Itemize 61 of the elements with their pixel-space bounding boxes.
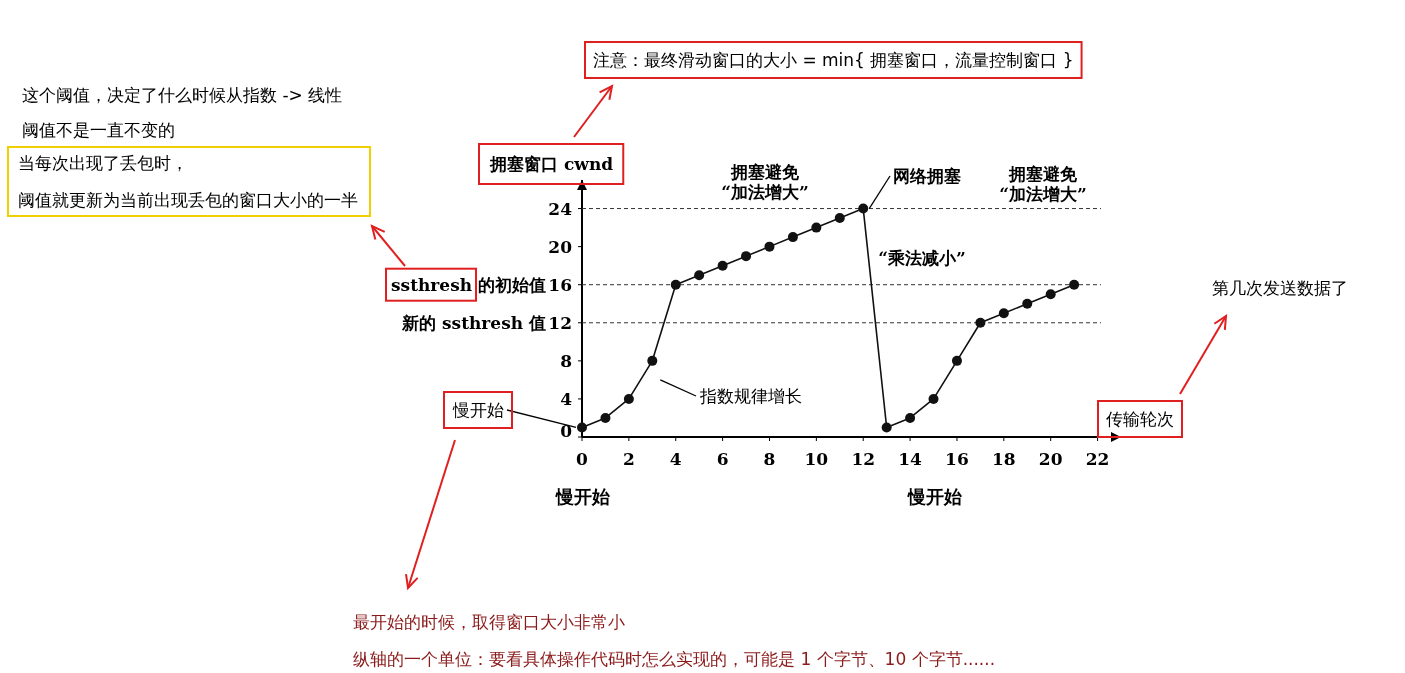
text: 慢开始	[907, 486, 963, 507]
annotation: 拥塞避免 “加法增大”	[999, 164, 1087, 205]
point	[811, 222, 822, 233]
point	[881, 422, 892, 433]
annotation: 指数规律增长	[699, 386, 802, 406]
y-tick-label: 16	[548, 274, 572, 295]
point	[623, 393, 634, 404]
ref-line-label: 新的 ssthresh 值	[401, 312, 546, 333]
point	[834, 213, 845, 224]
text: 慢开始	[555, 486, 611, 507]
y-tick-label: 24	[548, 198, 573, 219]
point	[905, 412, 916, 423]
text: 阈值不是一直不变的	[22, 120, 175, 140]
x-tick-label: 16	[945, 449, 969, 469]
text: 注意：最终滑动窗口的大小 = min{ 拥塞窗口，流量控制窗口 }	[593, 50, 1074, 70]
x-tick-label: 4	[669, 449, 682, 469]
x-tick-label: 0	[576, 449, 589, 469]
point	[1069, 279, 1080, 290]
y-tick-label: 8	[560, 350, 572, 371]
y-tick-label: 0	[560, 421, 573, 441]
ref-line-label: ssthresh 的初始值	[391, 274, 546, 295]
point	[764, 241, 775, 252]
x-tick-label: 14	[898, 449, 923, 469]
text: 当每次出现了丢包时，	[18, 153, 188, 173]
point	[998, 308, 1009, 319]
point	[928, 393, 939, 404]
text: 最开始的时候，取得窗口大小非常小	[353, 612, 625, 632]
point	[975, 317, 986, 328]
point	[647, 355, 658, 366]
point	[1045, 289, 1056, 300]
x-tick-label: 20	[1038, 449, 1063, 469]
annotation: 网络拥塞	[893, 166, 961, 186]
x-tick-label: 6	[716, 449, 729, 469]
x-tick-label: 22	[1085, 449, 1110, 469]
point	[694, 270, 705, 281]
x-tick-label: 8	[763, 449, 776, 469]
y-tick-label: 12	[548, 312, 572, 333]
point	[787, 232, 798, 243]
text: 纵轴的一个单位：要看具体操作代码时怎么实现的，可能是 1 个字节、10 个字节......	[353, 649, 996, 669]
point	[951, 355, 962, 366]
point	[670, 279, 681, 290]
x-tick-label: 10	[804, 449, 829, 469]
x-axis-title: 传输轮次	[1106, 409, 1174, 429]
y-tick-label: 4	[560, 388, 573, 409]
x-tick-label: 12	[851, 449, 876, 469]
text: 阈值就更新为当前出现丢包的窗口大小的一半	[18, 190, 358, 210]
x-tick-label: 2	[622, 449, 635, 469]
point	[858, 203, 869, 214]
y-axis-title: 拥塞窗口 cwnd	[489, 154, 614, 174]
text: 这个阈值，决定了什么时候从指数 -> 线性	[22, 85, 343, 105]
annotation: 拥塞避免 “加法增大”	[721, 162, 809, 203]
point	[717, 260, 728, 271]
annotation: 慢开始	[452, 400, 504, 420]
y-tick-label: 20	[548, 236, 573, 257]
point	[1022, 298, 1033, 309]
point	[741, 251, 752, 262]
point	[600, 412, 611, 423]
point	[577, 422, 587, 433]
annotation: “乘法减小”	[878, 248, 966, 268]
x-tick-label: 18	[991, 449, 1016, 469]
text: 第几次发送数据了	[1212, 278, 1348, 298]
